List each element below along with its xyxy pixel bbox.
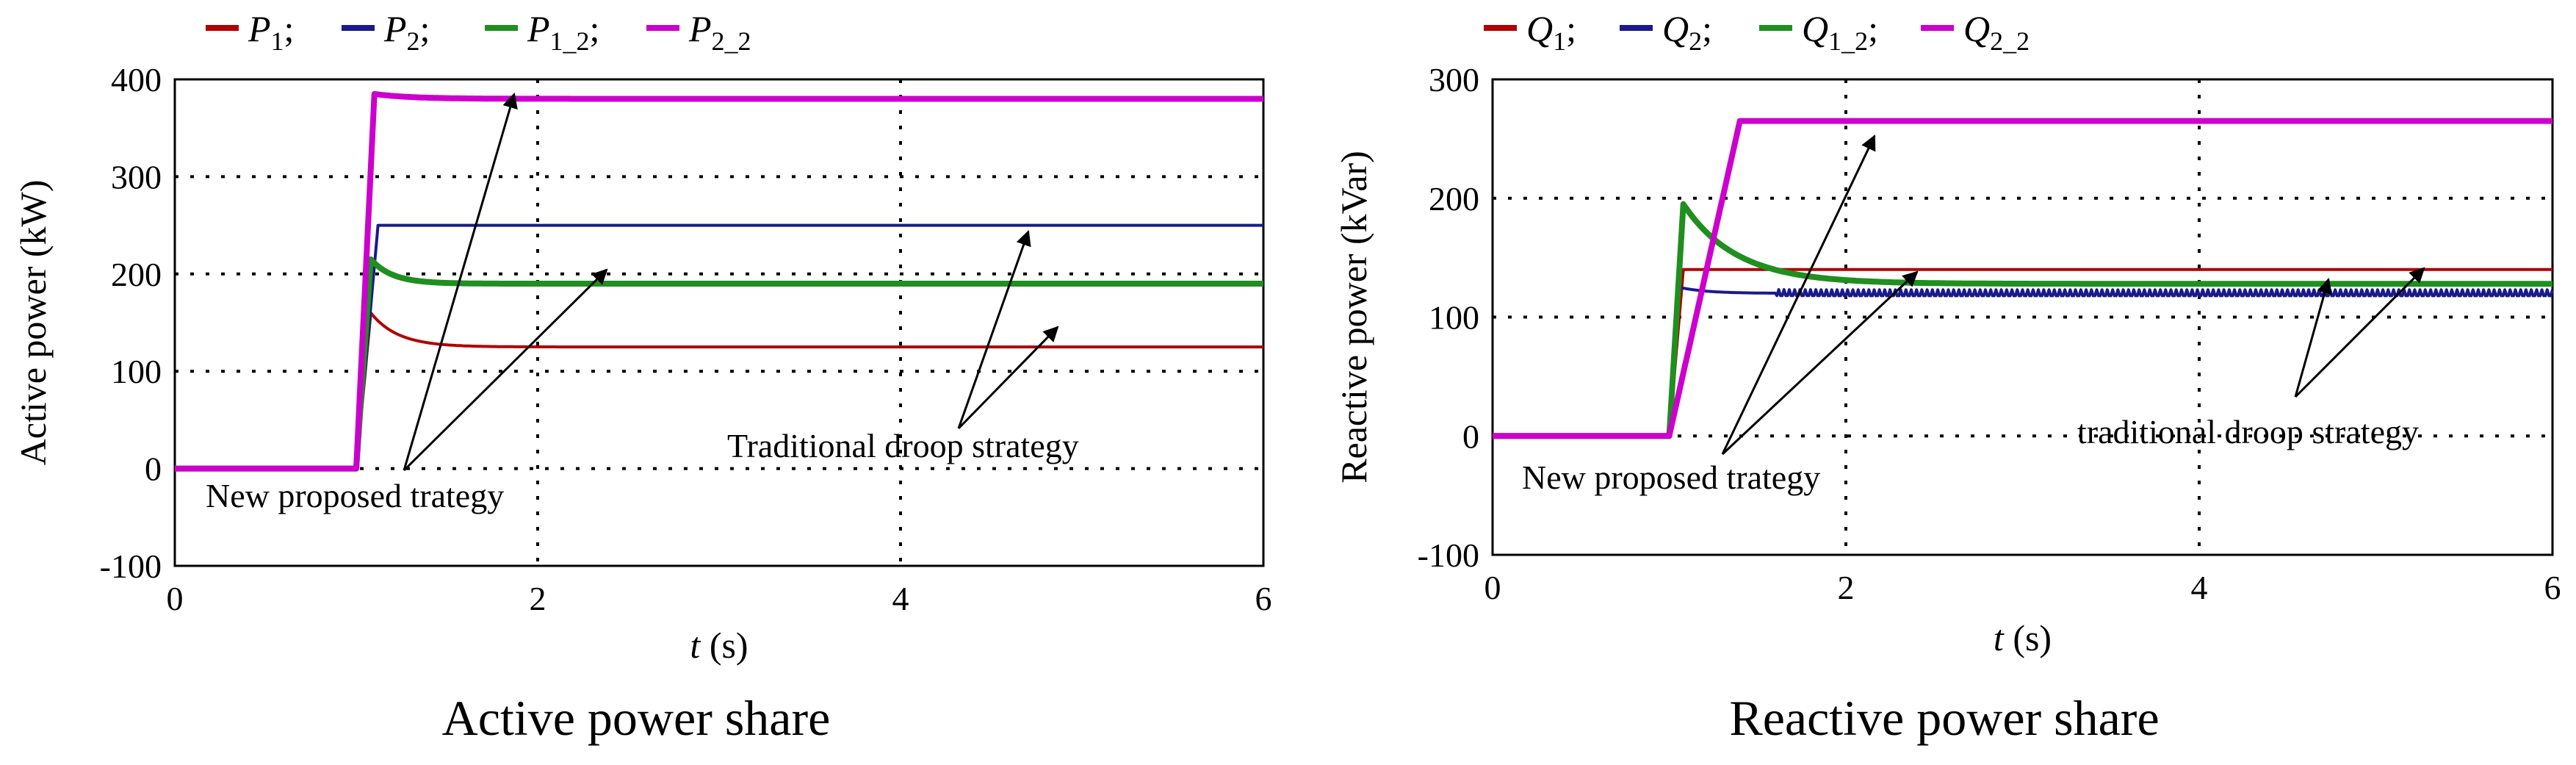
- legend-label-q2: Q2;: [1662, 8, 1712, 56]
- annotation-arrow: [957, 326, 1059, 430]
- x-tick-label: 2: [1838, 569, 1855, 606]
- x-axis-label: t (s): [1994, 617, 2052, 658]
- x-tick-label: 4: [892, 580, 909, 617]
- legend-label-q1: Q1;: [1526, 8, 1576, 56]
- x-tick-label: 0: [1484, 569, 1501, 606]
- y-tick-label: 0: [1462, 417, 1479, 455]
- annotation-arrow: [2294, 277, 2332, 398]
- annotation-proposed: New proposed trategy: [206, 477, 504, 514]
- x-tick-label: 2: [530, 580, 546, 617]
- series-line-q2_2: [1491, 118, 2554, 439]
- series-line-p1_2: [173, 256, 1265, 472]
- legend-label-q2_2: Q2_2: [1963, 8, 2030, 56]
- y-tick-label: 300: [111, 158, 162, 195]
- series-line-q1_2: [1491, 201, 2554, 439]
- x-tick-label: 6: [2544, 569, 2561, 606]
- legend-label-p1: P1;: [248, 8, 294, 56]
- y-tick-label: 200: [111, 256, 162, 293]
- annotation-proposed: New proposed trategy: [1522, 459, 1820, 496]
- y-axis-label: Active power (kW): [12, 180, 54, 466]
- legend-label-q1_2: Q1_2;: [1802, 8, 1878, 56]
- y-axis-label: Reactive power (kVar): [1333, 151, 1374, 484]
- y-tick-label: 300: [1429, 61, 1479, 98]
- annotation-arrow: [1721, 270, 1919, 456]
- annotation-traditional: traditional droop strategy: [2077, 413, 2419, 450]
- y-tick-label: -100: [1418, 536, 1479, 574]
- legend-label-p2_2: P2_2: [688, 8, 751, 56]
- y-tick-label: 100: [111, 353, 162, 390]
- y-tick-label: -100: [100, 547, 162, 585]
- x-tick-label: 4: [2191, 569, 2208, 606]
- annotation-arrow: [957, 230, 1031, 429]
- legend-label-p1_2: P1_2;: [527, 8, 599, 56]
- x-tick-label: 0: [167, 580, 184, 617]
- y-tick-label: 100: [1429, 299, 1479, 337]
- x-tick-label: 6: [1255, 580, 1272, 617]
- y-tick-label: 0: [145, 450, 162, 488]
- annotation-arrow: [1721, 134, 1876, 455]
- annotation-arrow: [2294, 267, 2425, 398]
- x-axis-label: t (s): [690, 625, 748, 666]
- annotation-arrow: [403, 92, 518, 471]
- series-line-p2_2: [173, 90, 1265, 472]
- annotation-traditional: Traditional droop strategy: [727, 427, 1079, 464]
- y-tick-label: 200: [1429, 180, 1479, 218]
- plot-frame: [173, 78, 1265, 567]
- legend-label-p2: P2;: [383, 8, 430, 56]
- annotation-arrow: [403, 268, 608, 472]
- chart-caption: Reactive power share: [1729, 690, 2159, 746]
- y-tick-label: 400: [111, 61, 162, 98]
- chart-caption: Active power share: [442, 690, 831, 746]
- series-line-p1: [175, 311, 1263, 470]
